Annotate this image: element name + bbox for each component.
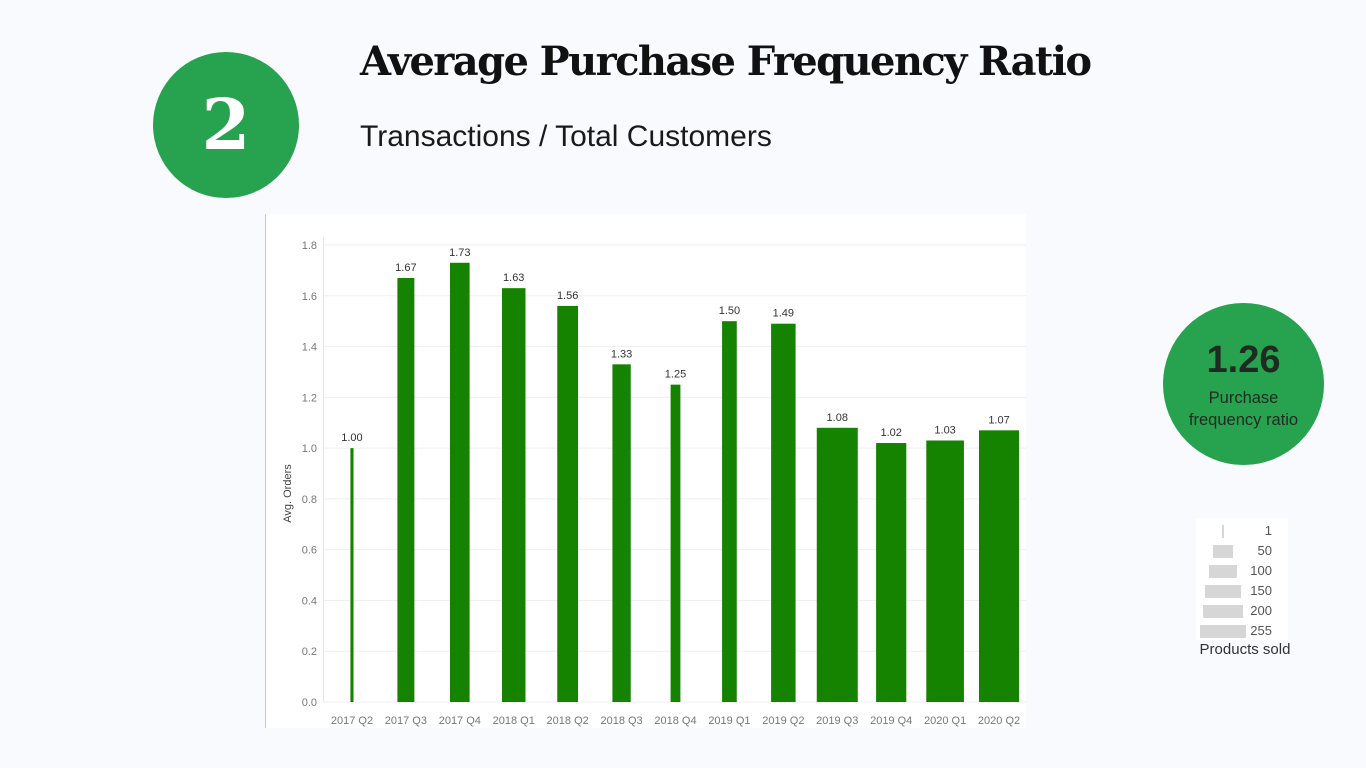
size-legend-item: 255 [1196, 620, 1288, 640]
size-legend-item: 1 [1196, 520, 1288, 540]
y-tick-label: 1.2 [302, 392, 317, 404]
size-legend-value: 1 [1265, 523, 1272, 538]
y-tick-label: 0.2 [302, 646, 317, 658]
bar-data-label: 1.08 [827, 412, 848, 424]
size-legend-value: 200 [1250, 603, 1272, 618]
kpi-value: 1.26 [1163, 339, 1324, 382]
size-legend-swatch [1205, 585, 1240, 598]
bar-data-label: 1.25 [665, 369, 686, 381]
y-tick-label: 1.4 [302, 342, 317, 354]
bar-data-label: 1.02 [880, 427, 901, 439]
bar [722, 321, 737, 702]
bar-data-label: 1.49 [773, 308, 794, 320]
bar [979, 430, 1019, 702]
bar [450, 263, 470, 702]
bar-data-label: 1.33 [611, 348, 632, 360]
bar [771, 324, 796, 702]
size-legend-value: 50 [1258, 543, 1272, 558]
bar-data-label: 1.63 [503, 272, 524, 284]
bar-data-label: 1.03 [934, 424, 955, 436]
y-tick-label: 0.6 [302, 545, 317, 557]
bar [557, 306, 578, 702]
x-tick-label: 2020 Q1 [924, 715, 966, 727]
bar [502, 288, 526, 702]
size-legend-value: 100 [1250, 563, 1272, 578]
x-tick-label: 2019 Q2 [762, 715, 804, 727]
size-legend-item: 150 [1196, 580, 1288, 600]
y-tick-label: 1.6 [302, 291, 317, 303]
kpi-label: Purchase frequency ratio [1171, 387, 1316, 431]
bar [612, 364, 630, 702]
size-legend-swatch [1200, 625, 1246, 638]
bar [671, 385, 681, 702]
bar-chart-panel: 0.0 0.2 0.4 0.6 0.8 1.0 1.2 1.4 1.6 1.8 Avg. Order… [265, 214, 1026, 728]
bar-data-label: 1.07 [988, 414, 1009, 426]
step-number: 2 [202, 90, 251, 160]
kpi-badge: 1.26 Purchase frequency ratio [1163, 303, 1324, 465]
bar-data-label: 1.73 [449, 247, 470, 259]
bar [817, 428, 858, 702]
size-legend-value: 255 [1250, 623, 1272, 638]
bar [397, 278, 414, 702]
y-tick-label: 0.4 [302, 595, 317, 607]
bar-data-label: 1.50 [719, 305, 740, 317]
x-tick-label: 2019 Q1 [708, 715, 750, 727]
size-legend-item: 100 [1196, 560, 1288, 580]
size-legend-swatch [1203, 605, 1244, 618]
x-tick-label: 2018 Q3 [600, 715, 642, 727]
x-tick-label: 2017 Q4 [439, 715, 481, 727]
bar-data-label: 1.56 [557, 290, 578, 302]
size-legend-swatch [1209, 565, 1238, 578]
step-number-badge: 2 [153, 52, 299, 198]
x-tick-label: 2017 Q2 [331, 715, 373, 727]
x-tick-label: 2019 Q3 [816, 715, 858, 727]
size-legend-swatch [1222, 525, 1225, 538]
size-legend-item: 50 [1196, 540, 1288, 560]
page-subtitle: Transactions / Total Customers [360, 120, 772, 154]
page-title: Average Purchase Frequency Ratio [360, 38, 1090, 85]
bar [350, 448, 353, 702]
bar-data-label: 1.00 [341, 432, 362, 444]
y-axis-label: Avg. Orders [282, 464, 294, 523]
size-legend: 1 50 100 150 200 255 Products sold [1190, 518, 1300, 663]
x-tick-label: 2020 Q2 [978, 715, 1020, 727]
size-legend-value: 150 [1250, 583, 1272, 598]
y-tick-label: 1.8 [302, 240, 317, 252]
size-legend-swatch [1213, 545, 1233, 558]
y-tick-label: 0.8 [302, 494, 317, 506]
y-tick-label: 1.0 [302, 443, 317, 455]
x-tick-label: 2019 Q4 [870, 715, 912, 727]
y-tick-label: 0.0 [302, 697, 317, 709]
x-tick-label: 2017 Q3 [385, 715, 427, 727]
bar [876, 443, 906, 702]
x-tick-label: 2018 Q2 [547, 715, 589, 727]
size-legend-item: 200 [1196, 600, 1288, 620]
bar-chart: 0.0 0.2 0.4 0.6 0.8 1.0 1.2 1.4 1.6 1.8 Avg. Order… [265, 214, 1026, 728]
bar [926, 440, 964, 702]
x-tick-label: 2018 Q1 [493, 715, 535, 727]
size-legend-title: Products sold [1190, 641, 1300, 658]
x-tick-label: 2018 Q4 [654, 715, 696, 727]
bar-data-label: 1.67 [395, 262, 416, 274]
